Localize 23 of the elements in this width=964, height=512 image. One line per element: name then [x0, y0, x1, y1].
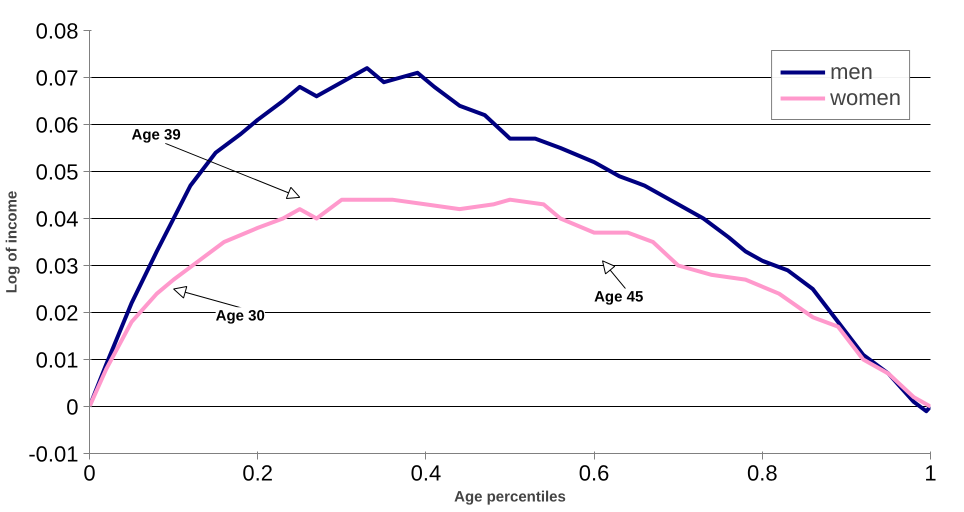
x-axis-title: Age percentiles	[454, 488, 566, 506]
x-tick-label: 0.6	[578, 460, 610, 486]
y-tick-label: 0.05	[36, 160, 79, 184]
annotation: Age 30	[216, 307, 265, 324]
annotation: Age 39	[132, 126, 181, 144]
y-tick-label: 0.04	[36, 206, 79, 232]
legend-label: women	[830, 85, 901, 111]
y-tick-label: 0.07	[36, 66, 79, 90]
x-tick-label: 0	[83, 460, 96, 486]
y-tick-label: 0	[66, 394, 79, 420]
legend-label: men	[830, 59, 873, 85]
annotation: Age 45	[594, 288, 644, 306]
y-tick-label: 0.01	[36, 348, 79, 372]
x-tick-label: 1	[924, 460, 937, 486]
y-tick-label: 0.03	[36, 254, 79, 278]
y-tick-label: 0.08	[36, 18, 79, 44]
y-tick-label: 0.02	[36, 300, 79, 326]
y-tick-label: 0.06	[36, 112, 79, 138]
x-tick-label: 0.4	[410, 460, 442, 486]
x-tick-label: 0.8	[747, 460, 778, 486]
y-axis-title: Log of income	[3, 190, 20, 294]
x-tick-label: 0.2	[242, 460, 273, 486]
y-tick-label: -0.01	[28, 442, 79, 466]
